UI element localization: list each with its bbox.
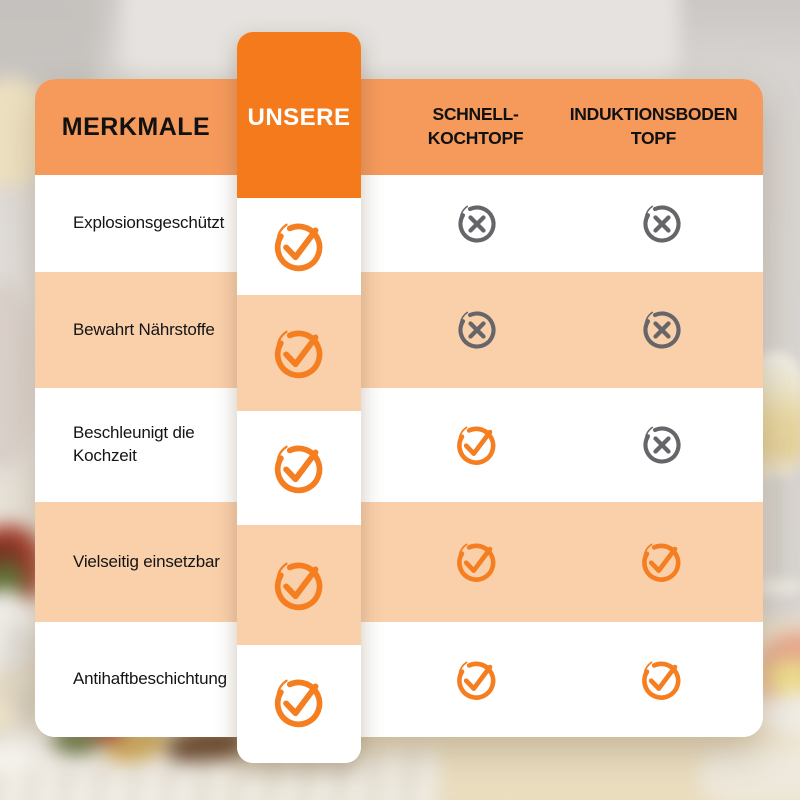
- table-header-row: MERKMALE SCHNELL- KOCHTOPF INDUKTIONSBOD…: [35, 79, 763, 175]
- feature-label: Explosionsgeschützt: [73, 213, 225, 233]
- napkin-blur: [700, 745, 800, 800]
- table-row: Antihaftbeschichtung: [35, 622, 763, 737]
- feature-label: Beschleunigt die Kochzeit: [73, 423, 195, 465]
- table-row: Bewahrt Nährstoffe: [35, 272, 763, 388]
- check-icon: [454, 422, 500, 468]
- check-icon: [639, 539, 685, 585]
- check-icon: [454, 539, 500, 585]
- check-icon: [271, 325, 328, 382]
- comparison-table: MERKMALE SCHNELL- KOCHTOPF INDUKTIONSBOD…: [35, 79, 763, 737]
- table-row: Vielseitig einsetzbar: [35, 502, 763, 622]
- check-icon: [271, 674, 328, 731]
- check-icon: [454, 657, 500, 703]
- cross-icon: [454, 201, 500, 247]
- table-row: Beschleunigt die Kochzeit: [35, 388, 763, 502]
- lemon-slice-blur: [766, 660, 800, 696]
- unsere-label: UNSERE: [247, 104, 351, 131]
- column-header-induktionsboden: INDUKTIONSBODEN TOPF: [568, 79, 763, 175]
- schnellkochtopf-label: SCHNELL- KOCHTOPF: [427, 104, 524, 148]
- column-header-unsere: UNSERE: [237, 32, 361, 198]
- cross-icon: [639, 422, 685, 468]
- feature-label: Vielseitig einsetzbar: [73, 551, 220, 571]
- column-header-merkmale: MERKMALE: [35, 79, 237, 175]
- cross-icon: [454, 307, 500, 353]
- unsere-highlight-column: UNSERE: [237, 32, 361, 763]
- wine-glass-stem: [771, 474, 780, 586]
- cross-icon: [639, 307, 685, 353]
- check-icon: [271, 557, 328, 614]
- check-icon: [271, 440, 328, 497]
- merkmale-label: MERKMALE: [61, 112, 211, 141]
- induktionsboden-label: INDUKTIONSBODEN TOPF: [569, 104, 738, 148]
- table-row: Explosionsgeschützt: [35, 175, 763, 272]
- feature-label: Bewahrt Nährstoffe: [73, 319, 215, 339]
- dishes-blur: [0, 280, 34, 470]
- check-icon: [271, 218, 328, 275]
- cross-icon: [639, 201, 685, 247]
- check-icon: [639, 657, 685, 703]
- column-header-schnellkochtopf: SCHNELL- KOCHTOPF: [361, 79, 568, 175]
- window-light: [120, 0, 680, 80]
- feature-label: Antihaftbeschichtung: [73, 669, 227, 689]
